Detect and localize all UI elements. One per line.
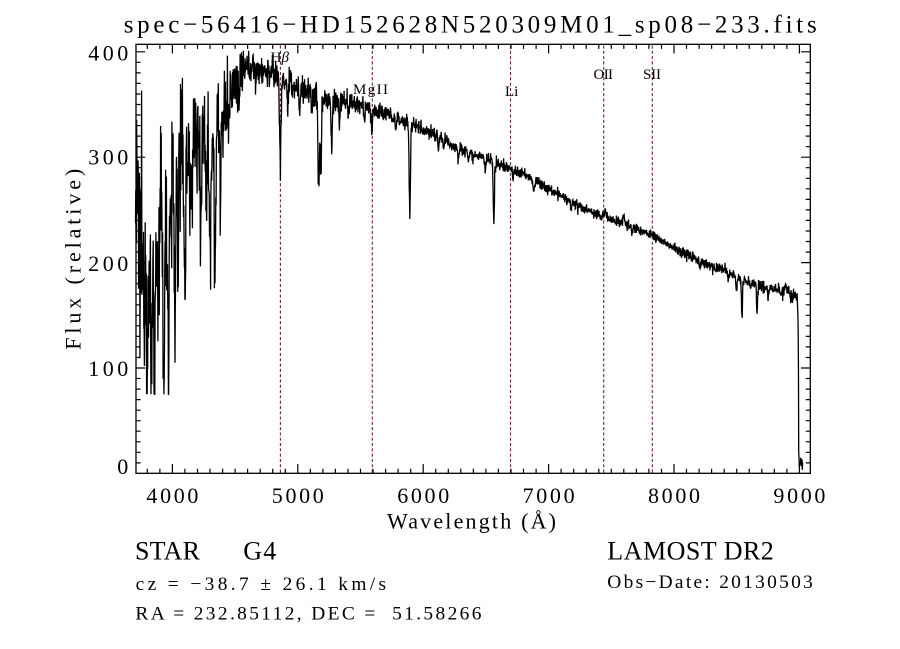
svg-text:300: 300 (88, 145, 128, 170)
svg-text:cz = −38.7 ± 26.1 km/s: cz = −38.7 ± 26.1 km/s (136, 574, 387, 595)
svg-text:Flux (relative): Flux (relative) (61, 169, 86, 350)
svg-text:RA = 232.85112, DEC = 51.5826: RA = 232.85112, DEC = 51.58266 (135, 603, 481, 624)
svg-text:spec−56416−HD152628N520309M01_: spec−56416−HD152628N520309M01_sp08−233.f… (124, 11, 817, 38)
svg-text:200: 200 (88, 251, 128, 276)
svg-text:0: 0 (117, 454, 128, 479)
svg-text:Li: Li (505, 84, 518, 100)
svg-text:STAR: STAR (135, 536, 201, 565)
svg-text:MgII: MgII (353, 82, 388, 98)
svg-text:SII: SII (643, 67, 661, 83)
svg-text:G4: G4 (243, 536, 276, 565)
svg-text:Hβ: Hβ (271, 50, 290, 66)
svg-text:100: 100 (88, 356, 128, 381)
svg-text:Wavelength (Å): Wavelength (Å) (387, 509, 556, 534)
svg-text:400: 400 (88, 41, 128, 66)
svg-text:LAMOST DR2: LAMOST DR2 (607, 536, 774, 565)
svg-text:OII: OII (594, 67, 614, 83)
